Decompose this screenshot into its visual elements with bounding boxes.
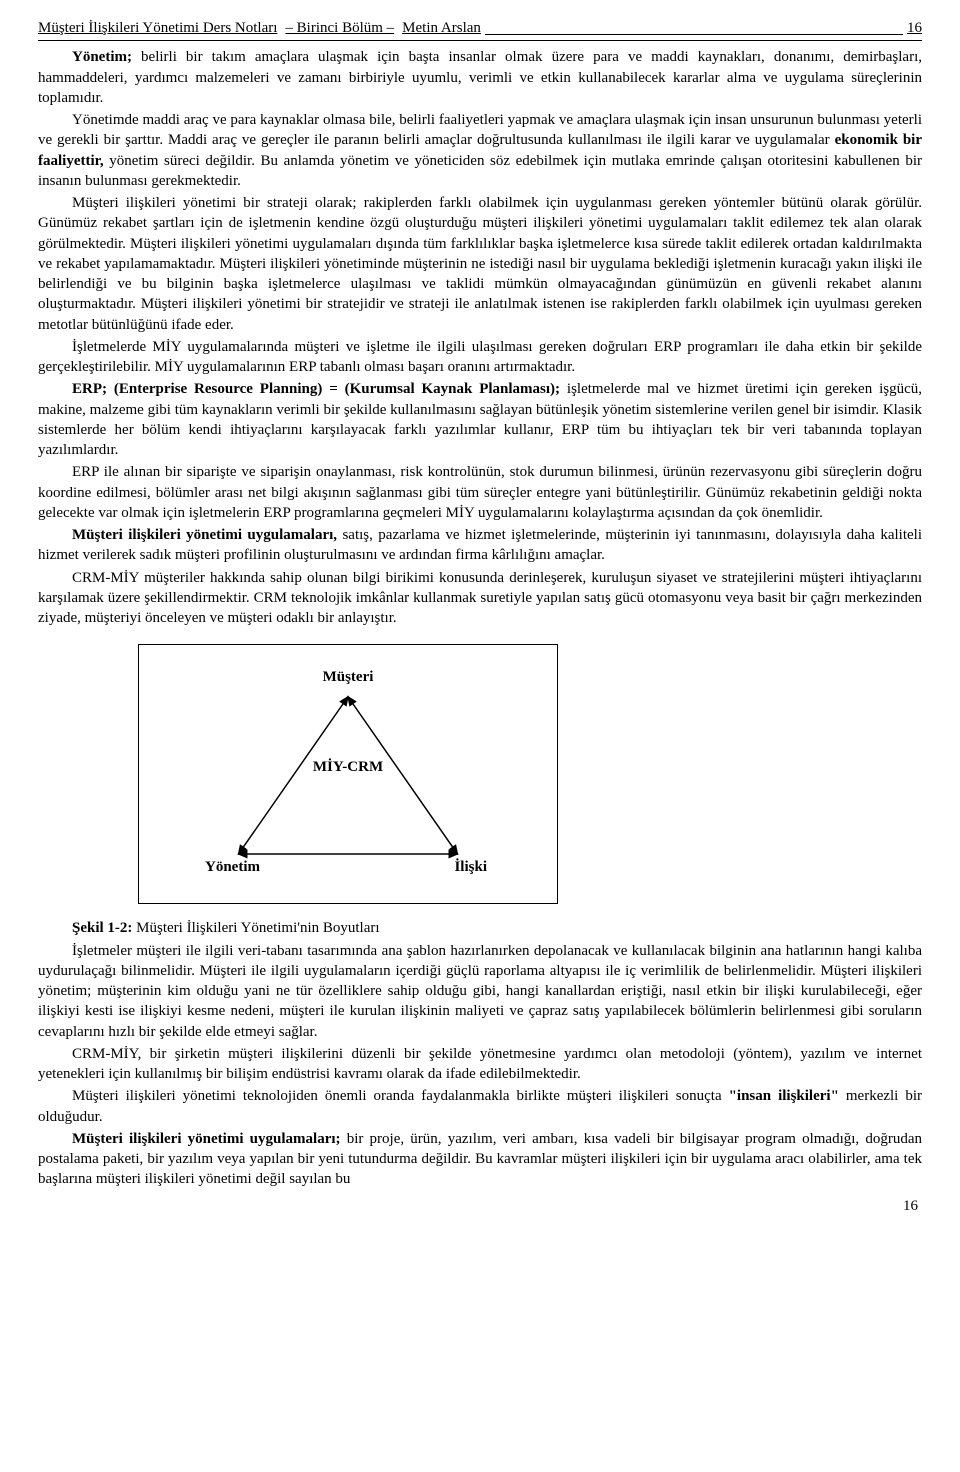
fig-label-bottom-right: İlişki — [454, 857, 487, 877]
paragraph: İşletmelerde MİY uygulamalarında müşteri… — [38, 337, 922, 378]
paragraph: CRM-MİY müşteriler hakkında sahip olunan… — [38, 568, 922, 629]
header-section: – Birinci Bölüm – — [285, 18, 394, 38]
fig-label-center: MİY-CRM — [139, 757, 557, 777]
text: belirli bir takım amaçlara ulaşmak için … — [38, 49, 922, 106]
paragraph: Müşteri ilişkileri yönetimi teknolojiden… — [38, 1086, 922, 1127]
figure-caption: Şekil 1-2: Müşteri İlişkileri Yönetimi'n… — [38, 918, 922, 938]
fig-label-top: Müşteri — [139, 667, 557, 687]
term-miy-uygulamalari: Müşteri ilişkileri yönetimi uygulamaları… — [72, 527, 337, 543]
header-author: Metin Arslan — [402, 18, 481, 38]
header-page: 16 — [907, 18, 922, 38]
paragraph: ERP ile alınan bir siparişte ve siparişi… — [38, 462, 922, 523]
caption-text: Müşteri İlişkileri Yönetimi'nin Boyutlar… — [132, 920, 379, 936]
text: Müşteri ilişkileri yönetimi teknolojiden… — [72, 1088, 729, 1104]
term-yonetim: Yönetim; — [72, 49, 132, 65]
text: Yönetimde maddi araç ve para kaynaklar o… — [38, 112, 922, 148]
header-course: Müşteri İlişkileri Yönetimi Ders Notları — [38, 18, 277, 38]
paragraph: CRM-MİY, bir şirketin müşteri ilişkileri… — [38, 1044, 922, 1085]
term-erp: ERP; (Enterprise Resource Planning) = (K… — [72, 381, 560, 397]
paragraph: İşletmeler müşteri ile ilgili veri-taban… — [38, 941, 922, 1042]
paragraph: Yönetim; belirli bir takım amaçlara ulaş… — [38, 47, 922, 108]
paragraph: Müşteri ilişkileri yönetimi uygulamaları… — [38, 1129, 922, 1190]
footer-page: 16 — [38, 1196, 922, 1216]
figure-triangle: Müşteri MİY-CRM Yönetim İlişki — [138, 644, 558, 904]
header-rule — [485, 34, 903, 35]
paragraph: Müşteri ilişkileri yönetimi uygulamaları… — [38, 525, 922, 566]
paragraph: Müşteri ilişkileri yönetimi bir strateji… — [38, 193, 922, 335]
caption-label: Şekil 1-2: — [72, 920, 132, 936]
fig-label-bottom-left: Yönetim — [205, 857, 260, 877]
text: yönetim süreci değildir. Bu anlamda yöne… — [38, 153, 922, 189]
paragraph: Yönetimde maddi araç ve para kaynaklar o… — [38, 110, 922, 191]
term-miy-uygulamalari-2: Müşteri ilişkileri yönetimi uygulamaları… — [72, 1131, 341, 1147]
page-header: Müşteri İlişkileri Yönetimi Ders Notları… — [38, 18, 922, 41]
emphasis: "insan ilişkileri" — [729, 1088, 839, 1104]
paragraph: ERP; (Enterprise Resource Planning) = (K… — [38, 379, 922, 460]
